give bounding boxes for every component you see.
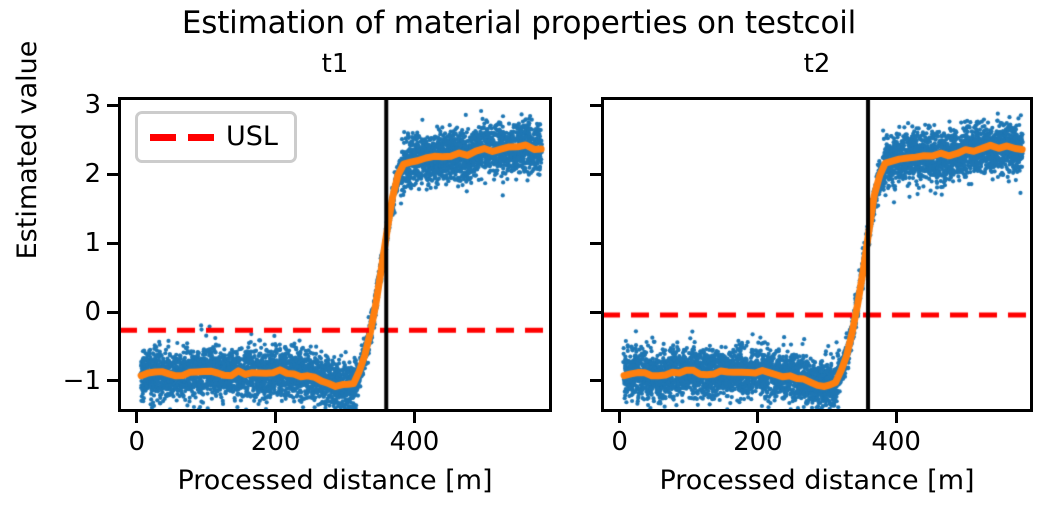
y-tick-t1-4 xyxy=(107,103,118,107)
y-tick-label-3: 2 xyxy=(84,159,101,190)
x-tick-t1-0 xyxy=(135,412,139,423)
x-tick-t2-2 xyxy=(894,412,898,423)
x-tick-label-t2-0: 0 xyxy=(611,427,628,457)
x-tick-t1-2 xyxy=(413,412,416,423)
x-tick-t1-1 xyxy=(274,412,278,423)
plot-canvas-t2 xyxy=(604,100,1030,409)
x-axis-label-t2: Processed distance [m] xyxy=(659,465,975,496)
y-tick-t2-2 xyxy=(590,241,601,245)
x-tick-t2-1 xyxy=(756,412,760,423)
figure-title: Estimation of material properties on tes… xyxy=(181,5,857,41)
usl-dashed-line-icon xyxy=(150,133,214,141)
legend-label-usl: USL xyxy=(226,121,278,152)
y-tick-label-1: 0 xyxy=(84,297,101,328)
y-tick-label-4: 3 xyxy=(84,90,101,121)
x-tick-label-t2-2: 400 xyxy=(871,427,921,457)
subplot-title-t2: t2 xyxy=(803,49,831,79)
x-tick-label-t1-1: 200 xyxy=(250,427,301,457)
x-tick-label-t2-1: 200 xyxy=(733,427,783,457)
y-tick-t1-2 xyxy=(107,241,118,245)
y-tick-t2-0 xyxy=(590,379,601,383)
y-tick-t2-1 xyxy=(590,310,601,314)
x-tick-t2-0 xyxy=(618,412,622,423)
y-tick-t1-1 xyxy=(107,310,118,314)
x-axis-label-t1: Processed distance [m] xyxy=(177,465,493,496)
subplot-title-t1: t1 xyxy=(321,49,349,79)
y-tick-t1-3 xyxy=(107,172,118,176)
y-tick-t2-3 xyxy=(590,172,601,176)
y-tick-t1-0 xyxy=(107,379,118,383)
x-tick-label-t1-0: 0 xyxy=(128,427,145,457)
y-tick-t2-4 xyxy=(590,103,601,107)
legend: USL xyxy=(135,111,297,163)
y-tick-label-0: −1 xyxy=(62,365,101,396)
y-tick-label-2: 1 xyxy=(84,228,101,259)
plot-area-t2 xyxy=(601,97,1033,412)
x-tick-label-t1-2: 400 xyxy=(389,427,440,457)
